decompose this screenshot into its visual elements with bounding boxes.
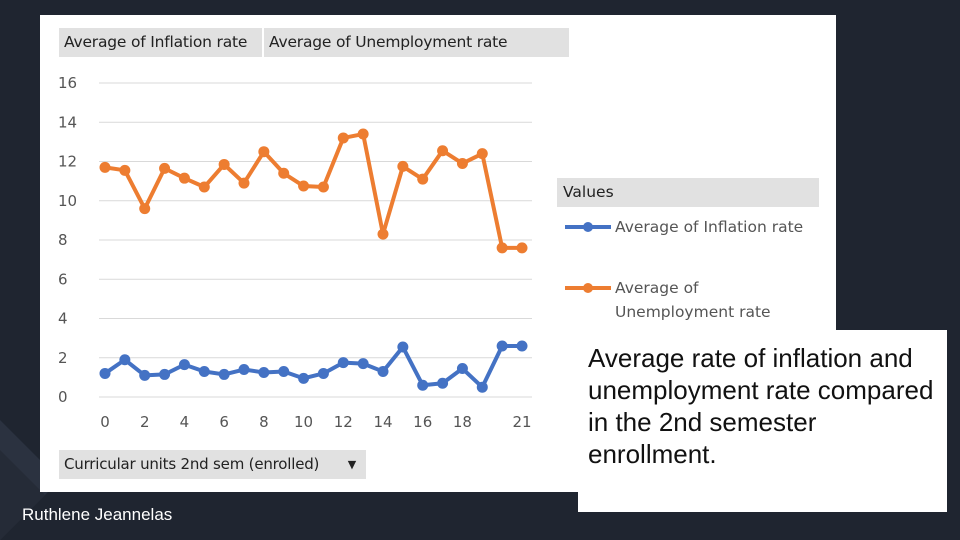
data-point-1 — [218, 158, 230, 170]
x-tick-label: 2 — [140, 413, 150, 431]
data-point-0 — [417, 379, 429, 391]
data-point-1 — [317, 181, 329, 193]
x-tick-label: 4 — [180, 413, 190, 431]
y-tick-label: 14 — [58, 113, 77, 131]
data-point-1 — [456, 157, 468, 169]
data-point-1 — [159, 162, 171, 174]
legend-marker-inflation — [565, 222, 611, 232]
author-name: Ruthlene Jeannelas — [22, 505, 173, 524]
data-point-0 — [198, 365, 210, 377]
data-point-0 — [496, 340, 508, 352]
data-point-1 — [516, 242, 528, 254]
series-line-1 — [104, 132, 522, 250]
x-tick-label: 10 — [294, 413, 313, 431]
legend-title: Values — [557, 178, 819, 207]
y-tick-label: 16 — [58, 74, 77, 92]
y-tick-label: 6 — [58, 270, 68, 288]
data-point-0 — [437, 377, 449, 389]
legend-label-unemployment: Average of Unemployment rate — [615, 279, 771, 321]
data-point-1 — [437, 145, 449, 157]
x-tick-label: 0 — [100, 413, 110, 431]
x-tick-label: 6 — [219, 413, 229, 431]
data-point-1 — [298, 180, 310, 192]
data-point-1 — [278, 167, 290, 179]
data-point-0 — [298, 372, 310, 384]
data-point-1 — [99, 161, 111, 173]
legend-item-inflation: Average of Inflation rate — [565, 215, 825, 241]
data-point-0 — [456, 363, 468, 375]
data-point-1 — [417, 173, 429, 185]
data-point-1 — [178, 172, 190, 184]
inflation-field-button[interactable]: Average of Inflation rate — [59, 28, 262, 57]
y-tick-label: 10 — [58, 192, 77, 210]
data-point-1 — [357, 128, 369, 140]
data-point-1 — [258, 146, 270, 158]
legend-label-inflation: Average of Inflation rate — [615, 218, 804, 236]
decorative-chevron-shape — [0, 420, 60, 540]
data-point-0 — [238, 364, 250, 376]
data-point-1 — [397, 160, 409, 172]
data-point-0 — [377, 365, 389, 377]
y-tick-label: 8 — [58, 231, 68, 249]
legend-marker-unemployment — [565, 283, 611, 293]
unemployment-field-button[interactable]: Average of Unemployment rate — [264, 28, 569, 57]
x-tick-label: 16 — [413, 413, 432, 431]
data-point-0 — [278, 365, 290, 377]
data-point-1 — [337, 132, 349, 144]
caption-box: Average rate of inflation and unemployme… — [578, 330, 947, 512]
data-point-1 — [476, 148, 488, 160]
x-tick-label: 14 — [373, 413, 392, 431]
line-chart: 0 2 4 6 8 10 12 14 16 0 2 4 6 8 10 12 14 16 18 21 — [58, 74, 532, 431]
y-tick-label: 2 — [58, 349, 68, 367]
caption-text: Average rate of inflation and unemployme… — [588, 343, 934, 469]
series-line-0 — [103, 343, 522, 390]
pivot-chart-panel: Average of Inflation rate Average of Une… — [40, 15, 836, 492]
data-point-0 — [258, 366, 270, 378]
axis-field-button[interactable]: Curricular units 2nd sem (enrolled) ▼ — [59, 450, 366, 479]
data-point-0 — [139, 369, 151, 381]
x-tick-label: 21 — [512, 413, 531, 431]
data-point-0 — [159, 368, 171, 380]
legend-item-unemployment: Average of Unemployment rate — [565, 276, 825, 328]
data-point-1 — [139, 203, 151, 215]
y-tick-label: 0 — [58, 388, 68, 406]
data-point-0 — [218, 368, 230, 380]
x-tick-label: 18 — [453, 413, 472, 431]
data-point-0 — [476, 381, 488, 393]
data-point-1 — [377, 228, 389, 240]
data-point-0 — [99, 367, 111, 379]
x-tick-label: 8 — [259, 413, 269, 431]
data-point-0 — [397, 341, 409, 353]
data-point-0 — [357, 358, 369, 370]
y-tick-label: 12 — [58, 153, 77, 171]
data-point-0 — [317, 367, 329, 379]
data-point-0 — [178, 359, 190, 371]
data-point-1 — [238, 177, 250, 189]
chevron-down-icon[interactable]: ▼ — [347, 458, 356, 471]
data-point-0 — [119, 354, 131, 366]
y-tick-label: 4 — [58, 310, 68, 328]
data-point-1 — [496, 242, 508, 254]
data-point-0 — [516, 340, 528, 352]
data-point-1 — [119, 164, 131, 176]
data-point-0 — [337, 357, 349, 369]
data-point-1 — [198, 181, 210, 193]
axis-field-label: Curricular units 2nd sem (enrolled) — [64, 455, 320, 473]
x-tick-label: 12 — [334, 413, 353, 431]
